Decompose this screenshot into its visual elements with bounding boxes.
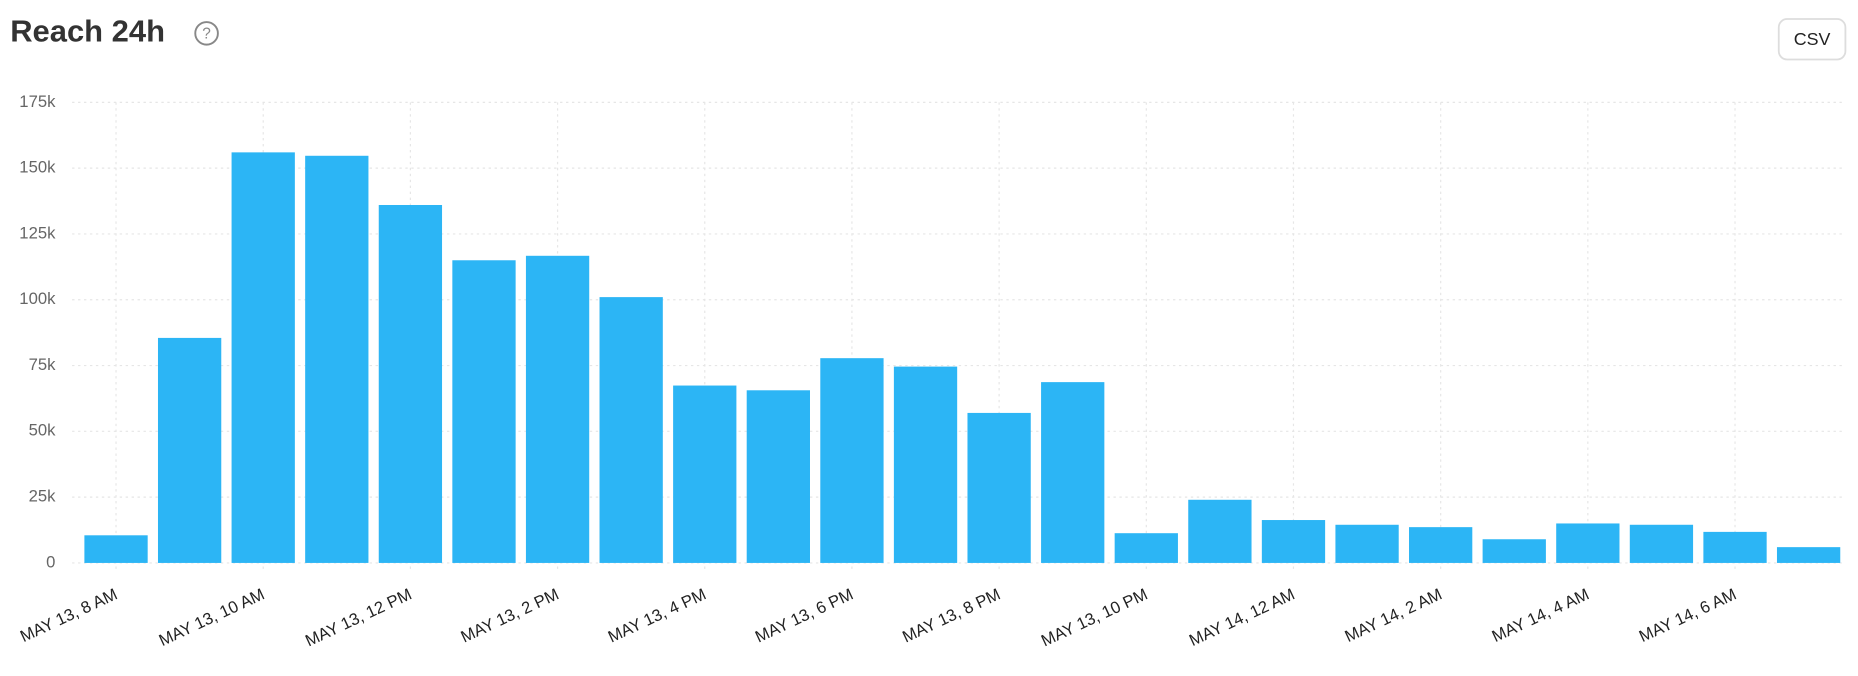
bar bbox=[305, 155, 369, 563]
bar bbox=[820, 358, 884, 563]
x-tick-label: MAY 14, 4 AM bbox=[1489, 584, 1592, 646]
bar bbox=[746, 390, 810, 563]
x-tick-label: MAY 14, 12 AM bbox=[1186, 584, 1298, 649]
bar bbox=[378, 204, 443, 563]
x-tick-label: MAY 14, 2 AM bbox=[1342, 584, 1445, 646]
x-tick-label: MAY 14, 6 AM bbox=[1636, 584, 1739, 646]
y-tick-label: 150k bbox=[19, 158, 56, 177]
bar bbox=[1188, 499, 1252, 563]
bar bbox=[967, 412, 1031, 563]
y-tick-label: 0 bbox=[46, 552, 55, 571]
y-tick-label: 175k bbox=[19, 92, 56, 111]
bar bbox=[1703, 531, 1767, 563]
y-tick-label: 100k bbox=[19, 289, 56, 308]
x-tick-label: MAY 13, 8 PM bbox=[899, 584, 1003, 646]
x-tick-label: MAY 13, 12 PM bbox=[302, 584, 414, 650]
y-tick-label: 50k bbox=[29, 421, 57, 440]
help-icon[interactable]: ? bbox=[194, 21, 219, 46]
bar bbox=[84, 535, 148, 563]
bar bbox=[1629, 524, 1694, 563]
y-tick-label: 125k bbox=[19, 223, 56, 242]
bar bbox=[599, 297, 663, 563]
bar bbox=[452, 260, 516, 563]
bar bbox=[1556, 523, 1620, 563]
bar bbox=[1114, 533, 1178, 563]
csv-button[interactable]: CSV bbox=[1777, 18, 1847, 61]
bar bbox=[1335, 524, 1399, 563]
x-tick-label: MAY 13, 4 PM bbox=[605, 584, 709, 646]
x-tick-label: MAY 13, 10 PM bbox=[1038, 584, 1150, 650]
bar bbox=[1409, 527, 1473, 563]
bar bbox=[1261, 520, 1326, 563]
y-tick-label: 75k bbox=[29, 355, 57, 374]
x-tick-label: MAY 13, 10 AM bbox=[156, 584, 268, 649]
bar bbox=[157, 337, 222, 563]
bar bbox=[1041, 382, 1105, 563]
bar bbox=[1776, 547, 1841, 563]
bar bbox=[525, 255, 590, 563]
x-tick-label: MAY 13, 2 PM bbox=[458, 584, 562, 646]
x-tick-label: MAY 13, 8 AM bbox=[17, 584, 120, 646]
bar bbox=[893, 366, 958, 563]
bar bbox=[1482, 539, 1546, 563]
chart-title: Reach 24h bbox=[10, 13, 165, 48]
y-tick-label: 25k bbox=[29, 487, 57, 506]
x-tick-label: MAY 13, 6 PM bbox=[752, 584, 856, 646]
svg-text:?: ? bbox=[202, 26, 211, 43]
bar bbox=[673, 385, 737, 563]
csv-label[interactable]: CSV bbox=[1794, 29, 1831, 49]
bar bbox=[231, 152, 295, 563]
